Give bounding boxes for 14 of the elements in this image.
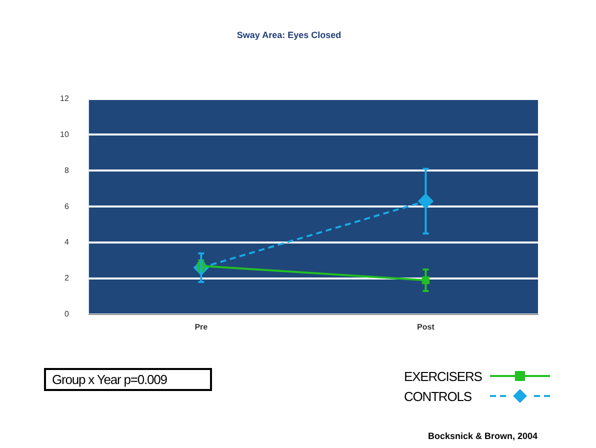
- y-tick-label: 10: [60, 130, 70, 139]
- y-tick-label: 6: [64, 202, 70, 211]
- chart-title: Sway Area: Eyes Closed: [236, 30, 342, 40]
- y-tick-label: 12: [60, 94, 70, 104]
- y-tick-label: 0: [64, 310, 70, 319]
- text: Bocksnick & Brown, 2004: [428, 431, 538, 441]
- text: Group x Year p=0.009: [44, 368, 212, 391]
- y-tick-label: 4: [64, 238, 70, 247]
- y-tick-label: 2: [64, 274, 70, 283]
- x-tick-label: Post: [417, 322, 435, 332]
- x-tick-label: Pre: [194, 322, 208, 332]
- y-tick-label: 8: [64, 166, 70, 175]
- legend-label: CONTROLS: [404, 388, 472, 404]
- legend-label: EXERCISERS: [404, 368, 483, 384]
